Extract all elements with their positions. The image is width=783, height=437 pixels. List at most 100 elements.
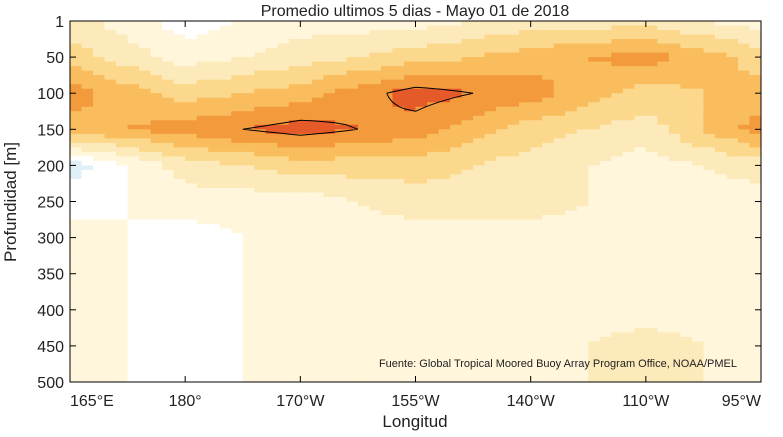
heatmap-cell xyxy=(196,75,209,81)
heatmap-cell xyxy=(542,246,555,252)
heatmap-cell xyxy=(622,21,635,27)
heatmap-cell xyxy=(300,21,313,27)
heatmap-cell xyxy=(254,345,267,352)
heatmap-cell xyxy=(242,327,255,333)
heatmap-cell xyxy=(185,160,198,166)
heatmap-cell xyxy=(288,75,301,81)
heatmap-cell xyxy=(611,255,624,261)
heatmap-cell xyxy=(599,156,612,162)
heatmap-cell xyxy=(231,174,244,180)
heatmap-cell xyxy=(196,43,209,49)
heatmap-cell xyxy=(70,133,83,139)
heatmap-cell xyxy=(196,368,209,374)
heatmap-cell xyxy=(599,255,612,261)
heatmap-cell xyxy=(219,273,232,279)
heatmap-cell xyxy=(392,151,405,157)
heatmap-cell xyxy=(116,187,129,194)
heatmap-cell xyxy=(576,106,589,112)
heatmap-cell xyxy=(668,142,681,148)
heatmap-cell xyxy=(507,120,520,126)
heatmap-cell xyxy=(438,332,451,338)
heatmap-cell xyxy=(657,305,670,311)
heatmap-cell xyxy=(150,233,163,239)
heatmap-cell xyxy=(530,201,543,207)
heatmap-cell xyxy=(231,219,244,225)
heatmap-cell xyxy=(242,282,255,288)
heatmap-cell xyxy=(680,142,693,148)
heatmap-cell xyxy=(380,106,394,112)
heatmap-cell xyxy=(668,368,681,374)
heatmap-cell xyxy=(703,273,716,279)
heatmap-cell xyxy=(380,291,394,297)
heatmap-cell xyxy=(380,332,394,338)
heatmap-cell xyxy=(668,377,681,382)
heatmap-cell xyxy=(208,115,221,121)
heatmap-cell xyxy=(553,156,566,162)
heatmap-cell xyxy=(185,151,198,157)
heatmap-cell xyxy=(185,169,198,176)
heatmap-cell xyxy=(185,318,198,324)
heatmap-cell xyxy=(657,300,670,306)
heatmap-cell xyxy=(680,224,693,230)
heatmap-cell xyxy=(668,192,681,198)
heatmap-cell xyxy=(127,323,140,329)
heatmap-cell xyxy=(104,309,117,315)
heatmap-cell xyxy=(403,174,417,180)
heatmap-cell xyxy=(415,264,428,270)
heatmap-cell xyxy=(599,25,612,31)
heatmap-cell xyxy=(438,70,451,76)
heatmap-cell xyxy=(461,124,474,130)
heatmap-cell xyxy=(680,178,693,185)
heatmap-cell xyxy=(438,278,451,284)
heatmap-cell xyxy=(588,111,601,117)
heatmap-cell xyxy=(70,115,83,121)
heatmap-cell xyxy=(737,323,751,329)
heatmap-cell xyxy=(139,287,152,293)
heatmap-cell xyxy=(657,196,670,203)
heatmap-cell xyxy=(565,377,578,382)
heatmap-cell xyxy=(116,178,129,185)
heatmap-cell xyxy=(415,160,428,166)
heatmap-cell xyxy=(726,57,739,63)
heatmap-cell xyxy=(691,88,705,94)
heatmap-cell xyxy=(703,291,716,297)
heatmap-cell xyxy=(553,314,566,320)
heatmap-cell xyxy=(726,273,739,279)
heatmap-cell xyxy=(139,363,152,370)
heatmap-cell xyxy=(334,169,347,176)
heatmap-cell xyxy=(265,350,278,356)
heatmap-cell xyxy=(461,287,474,293)
heatmap-cell xyxy=(496,61,509,67)
heatmap-cell xyxy=(357,75,371,81)
heatmap-cell xyxy=(726,102,739,108)
heatmap-cell xyxy=(346,359,359,365)
heatmap-cell xyxy=(749,160,761,166)
heatmap-cell xyxy=(668,25,681,31)
heatmap-cell xyxy=(737,224,751,230)
heatmap-cell xyxy=(657,228,670,234)
heatmap-cell xyxy=(634,106,647,112)
heatmap-cell xyxy=(726,192,739,198)
heatmap-cell xyxy=(611,84,624,90)
heatmap-cell xyxy=(668,273,681,279)
heatmap-cell xyxy=(703,354,716,361)
heatmap-cell xyxy=(749,165,761,171)
heatmap-cell xyxy=(588,102,601,108)
heatmap-cell xyxy=(403,233,417,239)
heatmap-cell xyxy=(726,363,739,370)
heatmap-cell xyxy=(357,251,371,257)
heatmap-cell xyxy=(265,224,278,230)
heatmap-cell xyxy=(415,124,428,130)
heatmap-cell xyxy=(403,43,417,49)
heatmap-cell xyxy=(599,147,612,153)
heatmap-cell xyxy=(323,327,336,333)
heatmap-cell xyxy=(208,187,221,194)
heatmap-cell xyxy=(311,160,324,166)
heatmap-cell xyxy=(599,183,612,189)
heatmap-cell xyxy=(357,79,371,85)
heatmap-cell xyxy=(277,246,290,252)
heatmap-cell xyxy=(657,70,670,76)
heatmap-cell xyxy=(334,318,347,324)
heatmap-cell xyxy=(668,219,681,225)
heatmap-cell xyxy=(415,246,428,252)
